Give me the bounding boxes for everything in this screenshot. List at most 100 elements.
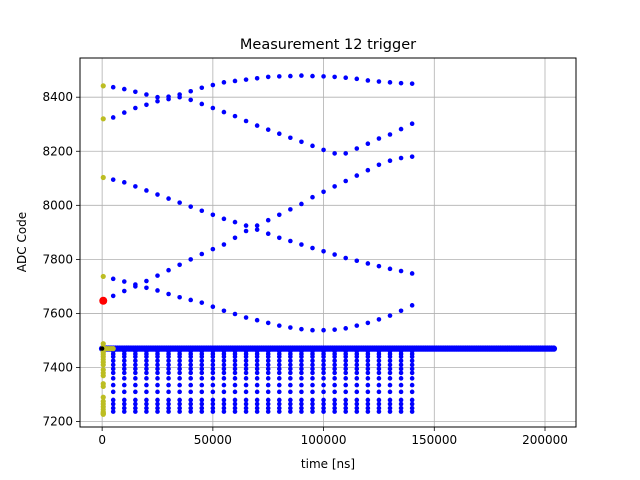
data-point — [177, 409, 182, 414]
data-point — [155, 98, 160, 104]
data-point — [210, 401, 216, 407]
data-point — [99, 346, 105, 351]
data-point — [332, 376, 337, 381]
data-point — [354, 146, 360, 151]
data-point — [376, 376, 382, 381]
y-tick-label: 7600 — [42, 306, 73, 320]
data-point — [177, 200, 182, 205]
data-point — [110, 293, 116, 299]
data-point — [299, 366, 304, 372]
data-point — [110, 115, 116, 120]
data-point — [343, 370, 349, 376]
data-point — [321, 248, 326, 254]
data-point — [321, 366, 326, 372]
data-point — [221, 308, 227, 314]
data-point — [343, 151, 349, 156]
trigger-point — [99, 296, 108, 305]
data-point — [121, 362, 127, 368]
data-point — [343, 409, 349, 414]
data-point — [409, 358, 415, 364]
data-point — [365, 401, 371, 407]
data-point — [243, 401, 249, 407]
data-point — [199, 376, 205, 381]
data-point — [321, 409, 326, 414]
data-point — [299, 376, 304, 381]
data-point — [332, 362, 337, 368]
data-point — [265, 358, 271, 364]
data-point — [155, 370, 160, 376]
data-point — [199, 208, 205, 214]
data-point — [210, 389, 216, 395]
data-point — [110, 401, 116, 407]
data-point — [166, 397, 171, 403]
data-point — [299, 354, 304, 360]
data-point — [288, 73, 293, 79]
data-point — [398, 155, 404, 161]
data-point — [155, 358, 160, 364]
data-point — [100, 174, 106, 181]
data-point — [288, 401, 293, 407]
data-point — [144, 405, 149, 411]
data-point — [254, 370, 260, 376]
data-point — [354, 362, 360, 368]
data-point — [310, 376, 315, 381]
data-point — [276, 362, 282, 368]
data-point — [332, 74, 337, 80]
data-point — [343, 326, 349, 331]
data-point — [343, 75, 349, 81]
y-tick-label: 7400 — [42, 361, 73, 375]
data-point — [354, 376, 360, 381]
data-point — [121, 370, 127, 376]
data-point — [199, 300, 205, 305]
data-point — [354, 358, 360, 364]
data-point — [343, 178, 349, 184]
data-point — [177, 366, 182, 372]
data-point — [398, 370, 404, 376]
data-point — [365, 261, 371, 266]
data-point — [177, 354, 182, 360]
data-point — [232, 401, 238, 407]
data-point — [365, 354, 371, 360]
data-point — [343, 401, 349, 407]
data-point — [398, 366, 404, 372]
data-point — [210, 246, 216, 252]
data-point — [409, 303, 415, 308]
data-point — [210, 362, 216, 368]
data-point — [155, 409, 160, 414]
data-point — [310, 366, 315, 372]
data-point — [155, 389, 160, 395]
data-point — [265, 320, 271, 326]
data-point — [265, 409, 271, 414]
data-point — [100, 116, 106, 122]
data-point — [288, 389, 293, 395]
data-point — [409, 389, 415, 395]
data-point — [276, 74, 282, 79]
data-point — [155, 288, 160, 293]
data-point — [121, 279, 127, 284]
data-point — [144, 358, 149, 364]
data-points — [98, 73, 558, 417]
data-point — [387, 389, 393, 395]
data-point — [144, 354, 149, 360]
data-point — [398, 389, 404, 395]
data-point — [310, 370, 315, 376]
data-point — [409, 376, 415, 381]
data-point — [343, 376, 349, 381]
data-point — [121, 401, 127, 407]
data-point — [144, 366, 149, 372]
data-point — [310, 194, 315, 200]
data-point — [177, 362, 182, 368]
data-point — [354, 405, 360, 411]
data-point — [166, 389, 171, 395]
data-point — [409, 401, 415, 407]
data-point — [199, 366, 205, 372]
data-point — [299, 389, 304, 395]
data-point — [133, 105, 138, 111]
data-point — [221, 366, 227, 372]
data-point — [177, 358, 182, 364]
data-point — [199, 354, 205, 360]
data-point — [133, 366, 138, 372]
plot-area — [80, 58, 576, 427]
data-point — [409, 397, 415, 403]
